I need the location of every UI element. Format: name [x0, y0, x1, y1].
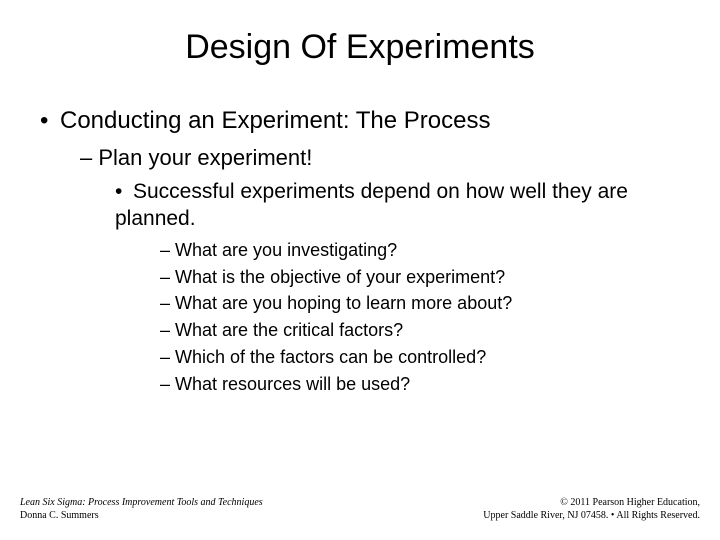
- bullet-level2: – Plan your experiment!: [80, 145, 690, 171]
- bullet-text: Plan your experiment!: [98, 145, 312, 170]
- bullet-level4: – What is the objective of your experime…: [160, 266, 690, 290]
- slide-title: Design Of Experiments: [0, 0, 720, 77]
- bullet-level4: – What resources will be used?: [160, 373, 690, 397]
- bullet-level3: •Successful experiments depend on how we…: [115, 179, 690, 233]
- slide-content: •Conducting an Experiment: The Process –…: [0, 77, 720, 396]
- bullet-text: What are the critical factors?: [175, 320, 403, 340]
- dash-mark: –: [160, 320, 170, 340]
- footer-copyright: © 2011 Pearson Higher Education,: [483, 497, 700, 510]
- footer-book-title: Lean Six Sigma: Process Improvement Tool…: [20, 497, 263, 510]
- bullet-text: What are you investigating?: [175, 240, 397, 260]
- bullet-text: Successful experiments depend on how wel…: [115, 180, 628, 230]
- dash-mark: –: [160, 374, 170, 394]
- dash-mark: –: [80, 145, 92, 170]
- slide-footer: Lean Six Sigma: Process Improvement Tool…: [20, 497, 700, 522]
- dash-mark: –: [160, 267, 170, 287]
- bullet-level1: •Conducting an Experiment: The Process: [40, 107, 690, 135]
- bullet-mark: •: [115, 179, 133, 206]
- bullet-text: What are you hoping to learn more about?: [175, 293, 512, 313]
- bullet-text: Which of the factors can be controlled?: [175, 347, 486, 367]
- bullet-level4: – What are you hoping to learn more abou…: [160, 292, 690, 316]
- bullet-text: Conducting an Experiment: The Process: [60, 107, 490, 134]
- dash-mark: –: [160, 347, 170, 367]
- bullet-level4: – What are the critical factors?: [160, 319, 690, 343]
- bullet-mark: •: [40, 107, 60, 135]
- dash-mark: –: [160, 240, 170, 260]
- bullet-level4: – Which of the factors can be controlled…: [160, 346, 690, 370]
- bullet-text: What is the objective of your experiment…: [175, 267, 505, 287]
- bullet-level4: – What are you investigating?: [160, 239, 690, 263]
- footer-author: Donna C. Summers: [20, 510, 263, 523]
- dash-mark: –: [160, 293, 170, 313]
- footer-right: © 2011 Pearson Higher Education, Upper S…: [483, 497, 700, 522]
- footer-left: Lean Six Sigma: Process Improvement Tool…: [20, 497, 263, 522]
- bullet-text: What resources will be used?: [175, 374, 410, 394]
- footer-address: Upper Saddle River, NJ 07458. • All Righ…: [483, 510, 700, 523]
